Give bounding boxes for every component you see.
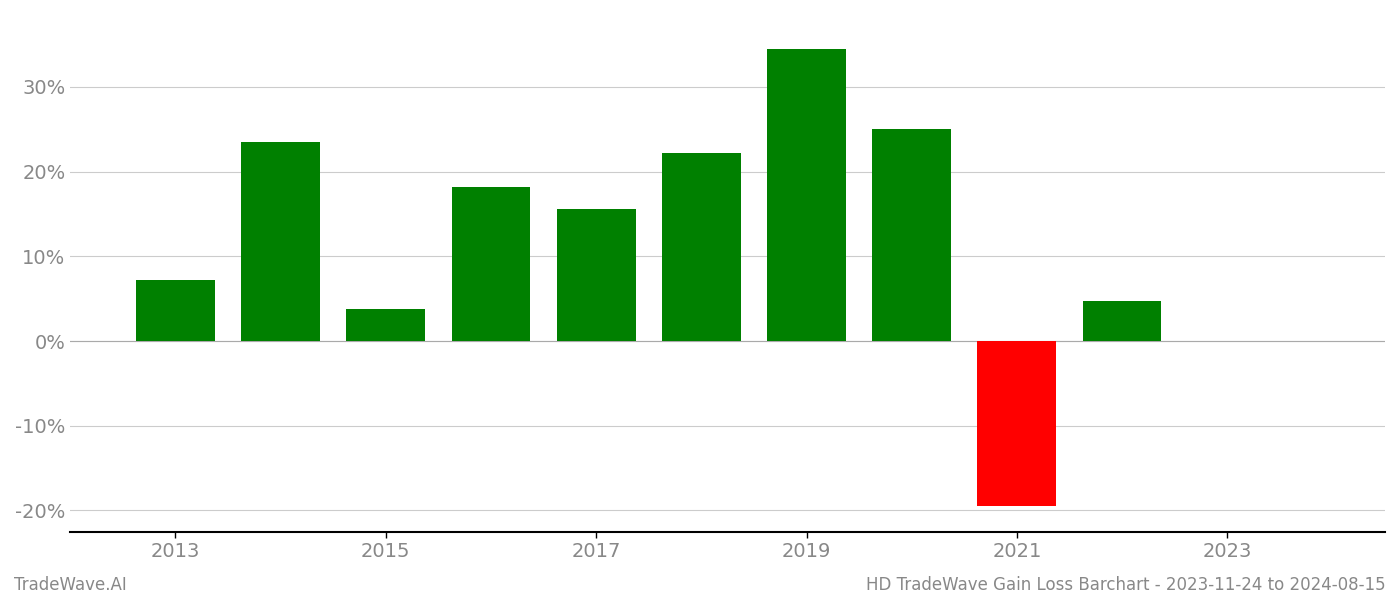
Bar	[241, 142, 321, 341]
Bar	[872, 130, 951, 341]
Bar	[1082, 301, 1162, 341]
Bar	[452, 187, 531, 341]
Text: HD TradeWave Gain Loss Barchart - 2023-11-24 to 2024-08-15: HD TradeWave Gain Loss Barchart - 2023-1…	[867, 576, 1386, 594]
Bar	[662, 153, 741, 341]
Bar	[767, 49, 846, 341]
Bar	[136, 280, 214, 341]
Bar	[557, 209, 636, 341]
Bar	[346, 309, 426, 341]
Bar	[977, 341, 1057, 506]
Text: TradeWave.AI: TradeWave.AI	[14, 576, 127, 594]
